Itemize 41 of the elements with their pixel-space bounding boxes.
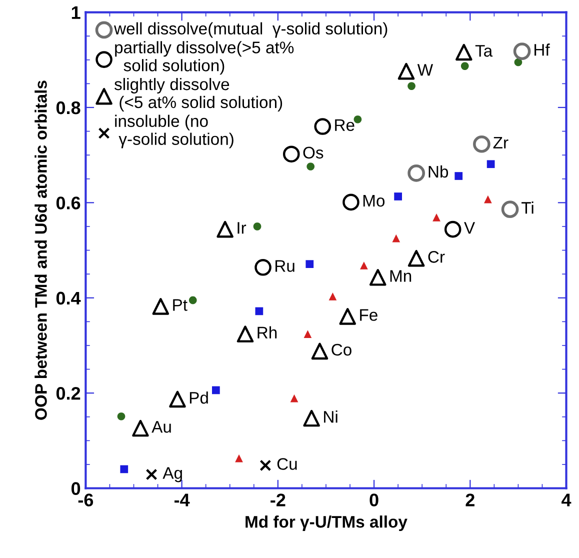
data-label: Ta xyxy=(475,45,493,57)
y-tick-label: 0.4 xyxy=(56,292,81,305)
x-axis-title: Md for γ-U/TMs alloy xyxy=(246,516,408,532)
x-tick-label: 4 xyxy=(562,494,572,506)
x-tick-label: -6 xyxy=(78,494,94,506)
x-tick-label: -4 xyxy=(174,494,190,506)
data-label: Mn xyxy=(390,270,412,282)
x-tick-label: -2 xyxy=(270,494,286,506)
y-tick-label: 0 xyxy=(72,482,80,495)
data-label: Fe xyxy=(360,309,378,321)
legend-label: well dissolve(mutual γ-solid solution) xyxy=(114,22,388,38)
data-label: Mo xyxy=(363,195,385,207)
y-tick-label: 0.2 xyxy=(56,386,80,400)
legend-label: partially dissolve(>5 at% solid solution) xyxy=(115,41,294,75)
data-label: W xyxy=(417,64,434,76)
y-tick-label: 0.8 xyxy=(56,101,80,114)
data-label: Ti xyxy=(522,202,534,214)
data-label: Ag xyxy=(162,467,182,482)
legend-label: insoluble (no γ-solid solution) xyxy=(115,114,234,148)
data-label: Zr xyxy=(493,136,508,148)
x-tick-label: 2 xyxy=(466,494,474,506)
data-label: Re xyxy=(335,119,354,131)
y-tick-label: 1 xyxy=(72,6,80,19)
data-label: Co xyxy=(332,344,352,356)
data-label: Ni xyxy=(324,410,338,423)
data-label: Ir xyxy=(238,222,246,234)
data-label: Cu xyxy=(277,458,297,470)
data-label: Pd xyxy=(190,391,208,404)
data-label: Rh xyxy=(258,326,277,338)
data-label: Pt xyxy=(173,299,188,311)
data-label: Ru xyxy=(276,260,294,272)
data-label: Cr xyxy=(428,251,445,263)
y-axis-title: OOP between TMd and U6d atomic orbitals xyxy=(34,80,47,420)
data-label: Nb xyxy=(428,165,448,178)
y-tick-label: 0.6 xyxy=(56,196,80,210)
data-label: V xyxy=(464,222,476,234)
data-label: Hf xyxy=(534,44,550,56)
legend-label: slightly dissolve (<5 at% solid solution) xyxy=(114,78,282,112)
data-label: Au xyxy=(152,421,171,433)
data-label: Os xyxy=(303,146,324,159)
x-tick-label: 0 xyxy=(370,494,378,506)
